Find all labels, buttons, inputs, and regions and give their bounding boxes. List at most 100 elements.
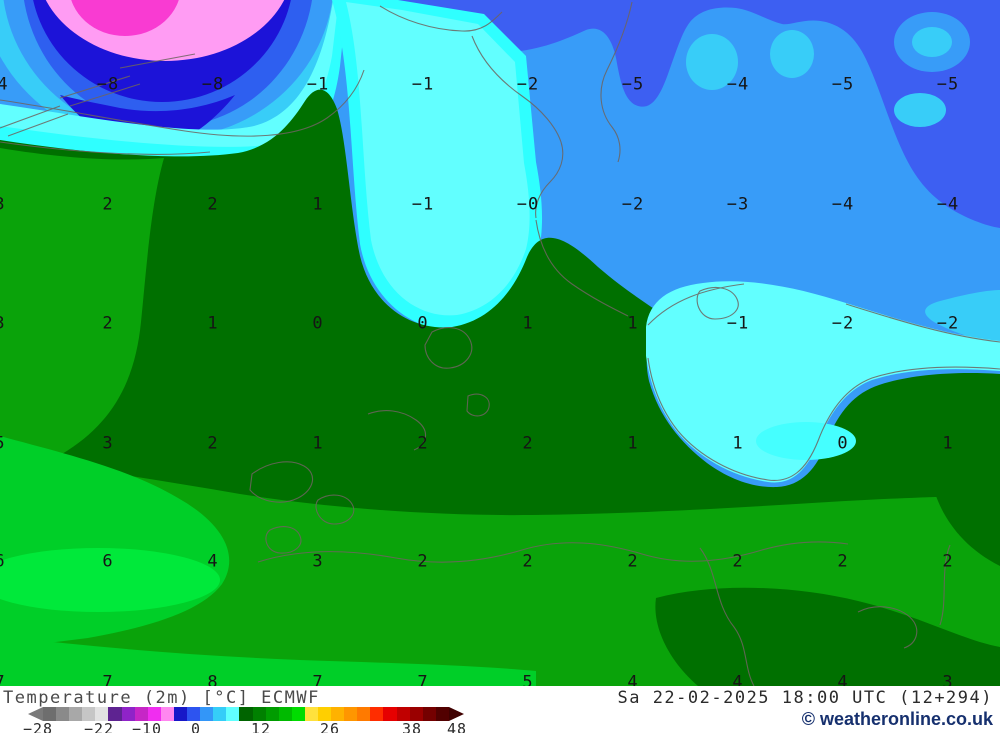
map-value: 2 xyxy=(102,313,114,334)
map-value: −2 xyxy=(621,194,645,215)
map-value: −3 xyxy=(726,194,750,215)
colorbar-segment xyxy=(187,707,201,721)
map-value: 6 xyxy=(0,553,6,571)
region-pale-cyan-gulf xyxy=(646,281,1000,483)
colorbar-segment xyxy=(200,707,214,721)
map-value: −5 xyxy=(831,74,855,95)
map-value: 1 xyxy=(732,433,744,454)
colorbar-segment xyxy=(265,707,279,721)
map-value: 3 xyxy=(0,196,6,214)
map-value: −2 xyxy=(936,313,960,334)
map-value: 2 xyxy=(627,551,639,572)
map-value: 1 xyxy=(207,313,219,334)
colorbar-segment xyxy=(331,707,345,721)
map-value: −4 xyxy=(831,194,855,215)
map-value: −2 xyxy=(831,313,855,334)
colorbar-segment xyxy=(252,707,266,721)
map-value: 1 xyxy=(522,313,534,334)
region-medium-green-left xyxy=(0,148,164,476)
map-value: 4 xyxy=(207,551,219,572)
map-value: 2 xyxy=(732,551,744,572)
map-value: −1 xyxy=(306,74,330,95)
map-value: 1 xyxy=(627,433,639,454)
region-cyan-pocket xyxy=(756,422,856,460)
region-dark-green-wedge xyxy=(936,496,1000,566)
region-lightblue-patch xyxy=(686,34,738,90)
region-lightblue-patch xyxy=(912,27,952,57)
temperature-map: 4 −8 −8 −1 −1 −2 −5 −4 −5 −5 3 2 2 1 −1 −0 −2 −3 −4 −4 3 2 1 0 0… xyxy=(0,0,1000,686)
map-value: 7 xyxy=(102,672,114,686)
colorbar-segment xyxy=(108,707,122,721)
map-graphic xyxy=(0,0,1000,686)
colorbar-segment xyxy=(213,707,227,721)
colorbar-segment xyxy=(422,707,436,721)
colorbar-tick: −22 xyxy=(83,720,115,733)
colorbar-segment xyxy=(383,707,397,721)
map-value: 2 xyxy=(417,433,429,454)
colorbar-segment xyxy=(147,707,161,721)
colorbar-segment xyxy=(291,707,305,721)
map-value: 4 xyxy=(732,672,744,686)
colorbar-tick: 48 xyxy=(446,720,468,733)
map-value: 2 xyxy=(207,433,219,454)
colorbar-segment xyxy=(43,707,57,721)
map-value: 8 xyxy=(207,672,219,686)
map-value: −4 xyxy=(936,194,960,215)
map-value: 7 xyxy=(312,672,324,686)
map-value: 5 xyxy=(522,672,534,686)
map-value: −1 xyxy=(411,194,435,215)
map-value: 2 xyxy=(942,551,954,572)
map-value: 0 xyxy=(312,313,324,334)
colorbar-segment xyxy=(409,707,423,721)
colorbar-tick: 26 xyxy=(319,720,341,733)
map-value: 2 xyxy=(522,433,534,454)
colorbar-left-arrow xyxy=(28,707,43,721)
map-value: −5 xyxy=(936,74,960,95)
map-value: 7 xyxy=(0,674,6,686)
map-value: 4 xyxy=(0,74,9,95)
colorbar-segments xyxy=(43,707,449,721)
map-value: −8 xyxy=(201,74,225,95)
map-value: 3 xyxy=(0,315,6,333)
colorbar-segment xyxy=(121,707,135,721)
map-value: 4 xyxy=(627,672,639,686)
map-value: 6 xyxy=(102,551,114,572)
colorbar-segment xyxy=(278,707,292,721)
colorbar-tick: −10 xyxy=(131,720,163,733)
colorbar xyxy=(28,707,464,721)
map-value: 1 xyxy=(312,194,324,215)
map-value: −8 xyxy=(96,74,120,95)
region-lightblue-patch xyxy=(925,290,1000,344)
map-value: −2 xyxy=(516,74,540,95)
colorbar-segment xyxy=(396,707,410,721)
forecast-datetime: Sa 22-02-2025 18:00 UTC (12+294) xyxy=(617,688,993,708)
map-value: 3 xyxy=(942,672,954,686)
map-value: −1 xyxy=(726,313,750,334)
colorbar-segment xyxy=(160,707,174,721)
colorbar-segment xyxy=(344,707,358,721)
region-lightblue-patch xyxy=(770,30,814,78)
map-value: 2 xyxy=(837,551,849,572)
map-value: 2 xyxy=(417,551,429,572)
map-value: 5 xyxy=(0,435,6,453)
map-value: 2 xyxy=(522,551,534,572)
copyright: © weatheronline.co.uk xyxy=(801,709,993,729)
legend-title: Temperature (2m) [°C] ECMWF xyxy=(3,688,320,708)
colorbar-segment xyxy=(56,707,70,721)
colorbar-ticks: −28 −22 −10 0 12 26 38 48 xyxy=(0,720,480,733)
map-value: −4 xyxy=(726,74,750,95)
region-dark-green-pocket xyxy=(655,587,1000,686)
map-value-labels: 4 −8 −8 −1 −1 −2 −5 −4 −5 −5 3 2 2 1 −1 −0 −2 −3 −4 −4 3 2 1 0 0… xyxy=(0,74,960,686)
region-pale-cyan-sea xyxy=(346,2,530,316)
colorbar-segment xyxy=(370,707,384,721)
map-value: 1 xyxy=(627,313,639,334)
colorbar-segment xyxy=(239,707,253,721)
map-value: 1 xyxy=(942,433,954,454)
colorbar-right-arrow xyxy=(449,707,464,721)
region-bright-green-strip xyxy=(0,636,536,686)
colorbar-tick: 38 xyxy=(401,720,423,733)
colorbar-segment xyxy=(134,707,148,721)
region-brightest-green-patch xyxy=(0,548,220,612)
map-value: −5 xyxy=(621,74,645,95)
